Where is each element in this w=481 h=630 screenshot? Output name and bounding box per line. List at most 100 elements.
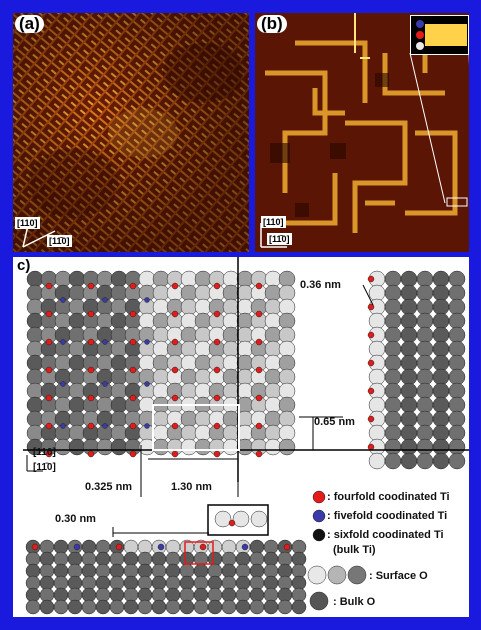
side-atom bbox=[400, 368, 418, 386]
surface-atom bbox=[264, 410, 282, 428]
side-atom bbox=[416, 396, 434, 414]
surface-atom bbox=[180, 424, 198, 442]
side-atom bbox=[400, 452, 418, 470]
side-atom bbox=[432, 354, 450, 372]
spacing-0-30-nm: 0.30 nm bbox=[55, 513, 96, 525]
side-profile-atom bbox=[221, 599, 237, 615]
side-profile-ti-marker bbox=[199, 543, 207, 551]
side-atom bbox=[432, 326, 450, 344]
fivefold-ti-marker bbox=[60, 423, 66, 429]
surface-atom bbox=[110, 382, 128, 400]
side-atom bbox=[432, 438, 450, 456]
fourfold-ti-marker bbox=[87, 366, 95, 374]
side-ti-marker bbox=[367, 387, 375, 395]
legend-surface-o: : Surface O bbox=[369, 570, 428, 582]
panel-a-stm-image: (a) [110] [11̄0] bbox=[13, 13, 249, 252]
side-atom bbox=[400, 340, 418, 358]
fourfold-ti-marker bbox=[171, 310, 179, 318]
surface-atom bbox=[68, 312, 86, 330]
surface-atom bbox=[278, 438, 296, 456]
fourfold-ti-marker bbox=[45, 422, 53, 430]
fourfold-ti-marker bbox=[213, 310, 221, 318]
surface-atom bbox=[180, 284, 198, 302]
side-atom bbox=[400, 382, 418, 400]
surface-atom bbox=[194, 340, 212, 358]
surface-atom bbox=[264, 354, 282, 372]
side-atom bbox=[432, 424, 450, 442]
surface-atom bbox=[264, 382, 282, 400]
surface-atom bbox=[278, 396, 296, 414]
fourfold-ti-marker bbox=[171, 450, 179, 458]
surface-atom bbox=[180, 438, 198, 456]
surface-atom bbox=[96, 270, 114, 288]
surface-atom bbox=[222, 284, 240, 302]
surface-atom bbox=[222, 438, 240, 456]
surface-atom bbox=[26, 382, 44, 400]
side-atom bbox=[448, 298, 466, 316]
surface-atom bbox=[194, 424, 212, 442]
surface-atom bbox=[222, 382, 240, 400]
side-atom bbox=[368, 452, 386, 470]
surface-atom bbox=[278, 354, 296, 372]
fivefold-ti-marker bbox=[144, 297, 150, 303]
surface-atom bbox=[54, 312, 72, 330]
panel-b-texture bbox=[255, 13, 469, 252]
side-atom bbox=[416, 424, 434, 442]
surface-atom bbox=[264, 298, 282, 316]
surface-atom bbox=[180, 326, 198, 344]
fourfold-ti-marker bbox=[45, 450, 53, 458]
surface-atom bbox=[180, 270, 198, 288]
side-profile-atom bbox=[151, 599, 167, 615]
surface-atom bbox=[180, 382, 198, 400]
side-profile-atom bbox=[249, 599, 265, 615]
surface-atom bbox=[26, 354, 44, 372]
side-profile-ti-marker bbox=[115, 543, 123, 551]
surface-atom bbox=[54, 354, 72, 372]
surface-atom bbox=[180, 340, 198, 358]
surface-atom bbox=[152, 298, 170, 316]
surface-atom bbox=[110, 410, 128, 428]
surface-atom bbox=[152, 368, 170, 386]
panel-b-stm-image: (b) [110] [11̄0] bbox=[255, 13, 469, 252]
panel-a-texture bbox=[13, 13, 249, 252]
surface-atom bbox=[110, 396, 128, 414]
side-atom bbox=[400, 270, 418, 288]
side-profile-atom bbox=[53, 599, 69, 615]
side-atom bbox=[384, 284, 402, 302]
fivefold-ti-marker bbox=[60, 381, 66, 387]
surface-atom bbox=[222, 270, 240, 288]
surface-atom bbox=[152, 410, 170, 428]
surface-atom bbox=[194, 438, 212, 456]
surface-atom bbox=[236, 284, 254, 302]
surface-atom bbox=[68, 340, 86, 358]
side-profile-atom bbox=[95, 599, 111, 615]
side-profile-atom bbox=[109, 599, 125, 615]
side-atom bbox=[432, 368, 450, 386]
surface-atom bbox=[264, 396, 282, 414]
side-profile-atom bbox=[263, 599, 279, 615]
surface-atom bbox=[264, 284, 282, 302]
side-atom bbox=[384, 340, 402, 358]
side-atom bbox=[400, 424, 418, 442]
side-atom bbox=[432, 284, 450, 302]
surface-atom bbox=[194, 284, 212, 302]
side-profile-ti-marker bbox=[241, 543, 249, 551]
fivefold-ti-marker bbox=[60, 339, 66, 345]
surface-atom bbox=[222, 326, 240, 344]
legend-marker-surface-o-2 bbox=[327, 565, 347, 585]
surface-atom bbox=[278, 424, 296, 442]
surface-atom bbox=[264, 424, 282, 442]
surface-atom bbox=[110, 298, 128, 316]
side-atom bbox=[432, 312, 450, 330]
side-atom bbox=[448, 270, 466, 288]
panel-c-label: c) bbox=[17, 257, 31, 274]
fourfold-ti-marker bbox=[45, 394, 53, 402]
side-atom bbox=[416, 284, 434, 302]
surface-atom bbox=[110, 424, 128, 442]
surface-atom bbox=[54, 270, 72, 288]
side-profile-atom bbox=[277, 599, 293, 615]
side-atom bbox=[400, 396, 418, 414]
surface-atom bbox=[96, 396, 114, 414]
surface-atom bbox=[138, 354, 156, 372]
